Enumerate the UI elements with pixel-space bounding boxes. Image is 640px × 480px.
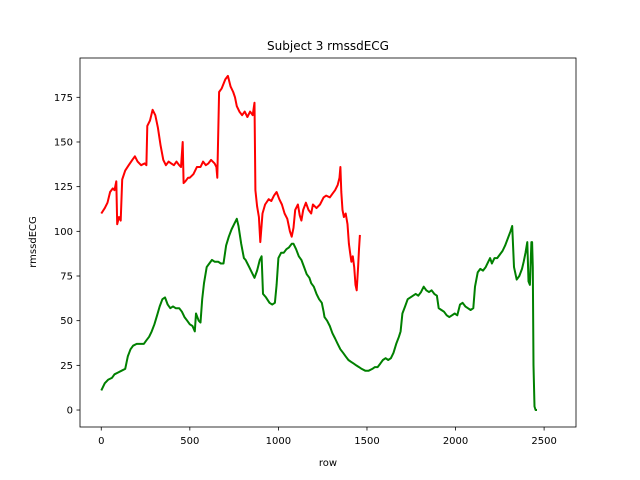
- y-tick-label: 125: [54, 182, 73, 193]
- plot-area: [80, 58, 576, 427]
- y-tick-label: 100: [54, 227, 73, 238]
- y-axis-label: rmssdECG: [28, 216, 39, 268]
- y-axis-ticks: 0 25 50 75 100 125 150 175: [54, 93, 80, 417]
- y-tick-label: 75: [60, 272, 73, 283]
- y-tick-label: 50: [60, 316, 73, 327]
- series-layer: [100, 74, 537, 411]
- y-tick-label: 25: [60, 361, 73, 372]
- x-tick-label: 1500: [354, 436, 379, 447]
- series-line-1: [100, 74, 361, 292]
- series-line-2: [100, 217, 537, 411]
- plot-frame: [79, 57, 577, 428]
- y-tick-label: 150: [54, 137, 73, 148]
- x-tick-label: 2000: [443, 436, 468, 447]
- x-tick-label: 500: [180, 436, 199, 447]
- x-axis-label: row: [319, 458, 337, 469]
- x-axis-ticks: 0 500 1000 1500 2000 2500: [98, 427, 557, 447]
- chart-title: Subject 3 rmssdECG: [267, 39, 389, 53]
- x-tick-label: 2500: [531, 436, 556, 447]
- x-tick-label: 0: [98, 436, 104, 447]
- x-tick-label: 1000: [266, 436, 291, 447]
- y-tick-label: 0: [67, 406, 73, 417]
- y-tick-label: 175: [54, 93, 73, 104]
